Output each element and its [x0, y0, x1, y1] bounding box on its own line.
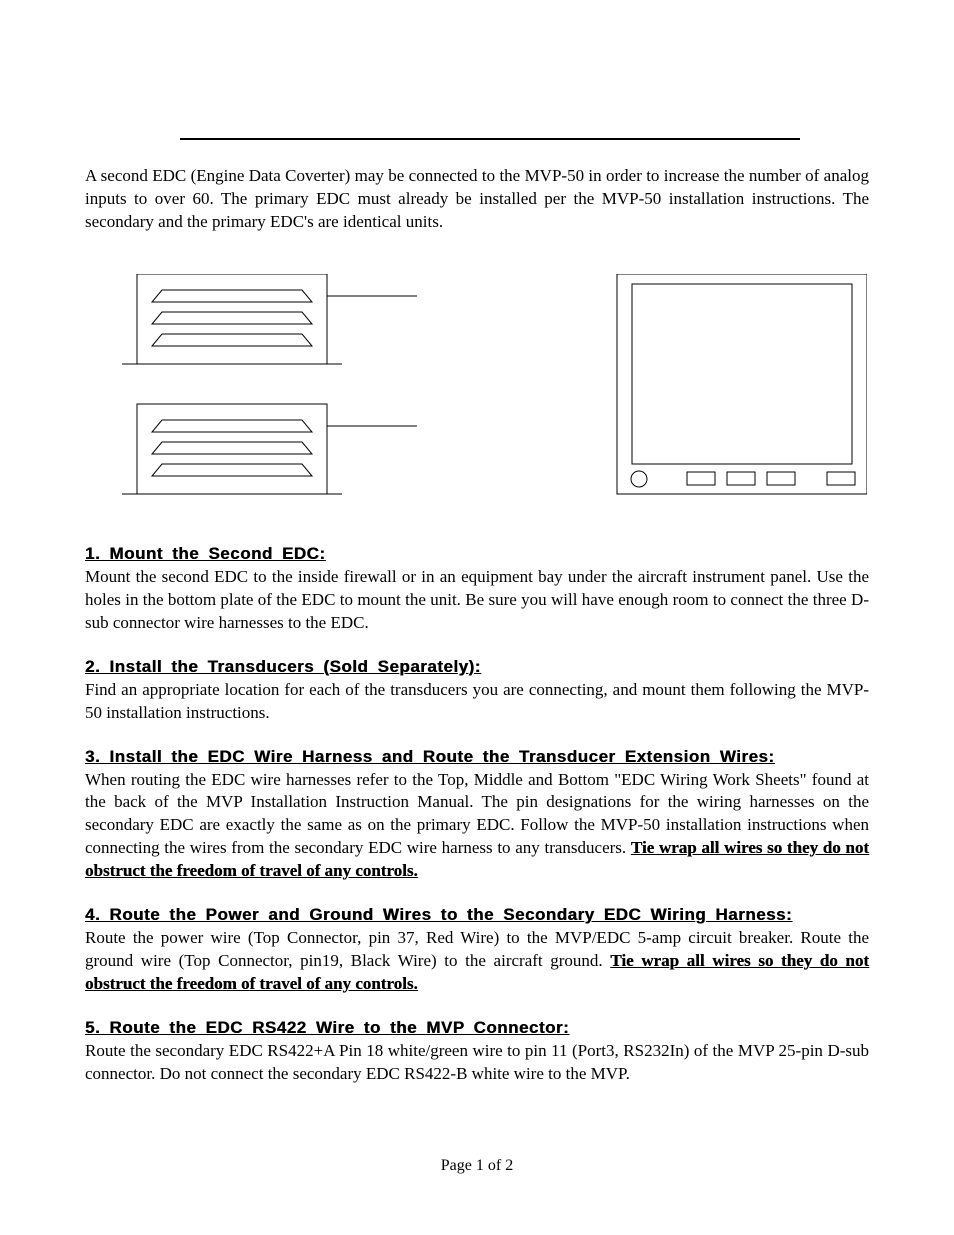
section-body-text: Mount the second EDC to the inside firew… [85, 567, 869, 632]
section-heading: 3. Install the EDC Wire Harness and Rout… [85, 747, 869, 767]
section-body: Route the secondary EDC RS422+A Pin 18 w… [85, 1040, 869, 1086]
diagram-svg [87, 274, 867, 504]
section-heading: 4. Route the Power and Ground Wires to t… [85, 905, 869, 925]
title-rule [180, 138, 800, 140]
page: A second EDC (Engine Data Coverter) may … [0, 0, 954, 1235]
section-body: Mount the second EDC to the inside firew… [85, 566, 869, 635]
section-heading: 2. Install the Transducers (Sold Separat… [85, 657, 869, 677]
connection-diagram [87, 274, 867, 504]
section-body: When routing the EDC wire harnesses refe… [85, 769, 869, 884]
section-body: Route the power wire (Top Connector, pin… [85, 927, 869, 996]
section-body-text: Route the secondary EDC RS422+A Pin 18 w… [85, 1041, 869, 1083]
section-body-text: Find an appropriate location for each of… [85, 680, 869, 722]
sections-container: 1. Mount the Second EDC: Mount the second… [85, 544, 869, 1086]
section-heading: 5. Route the EDC RS422 Wire to the MVP C… [85, 1018, 869, 1038]
intro-paragraph: A second EDC (Engine Data Coverter) may … [85, 165, 869, 234]
section-heading: 1. Mount the Second EDC: [85, 544, 869, 564]
page-number: Page 1 of 2 [0, 1157, 954, 1175]
section-body: Find an appropriate location for each of… [85, 679, 869, 725]
